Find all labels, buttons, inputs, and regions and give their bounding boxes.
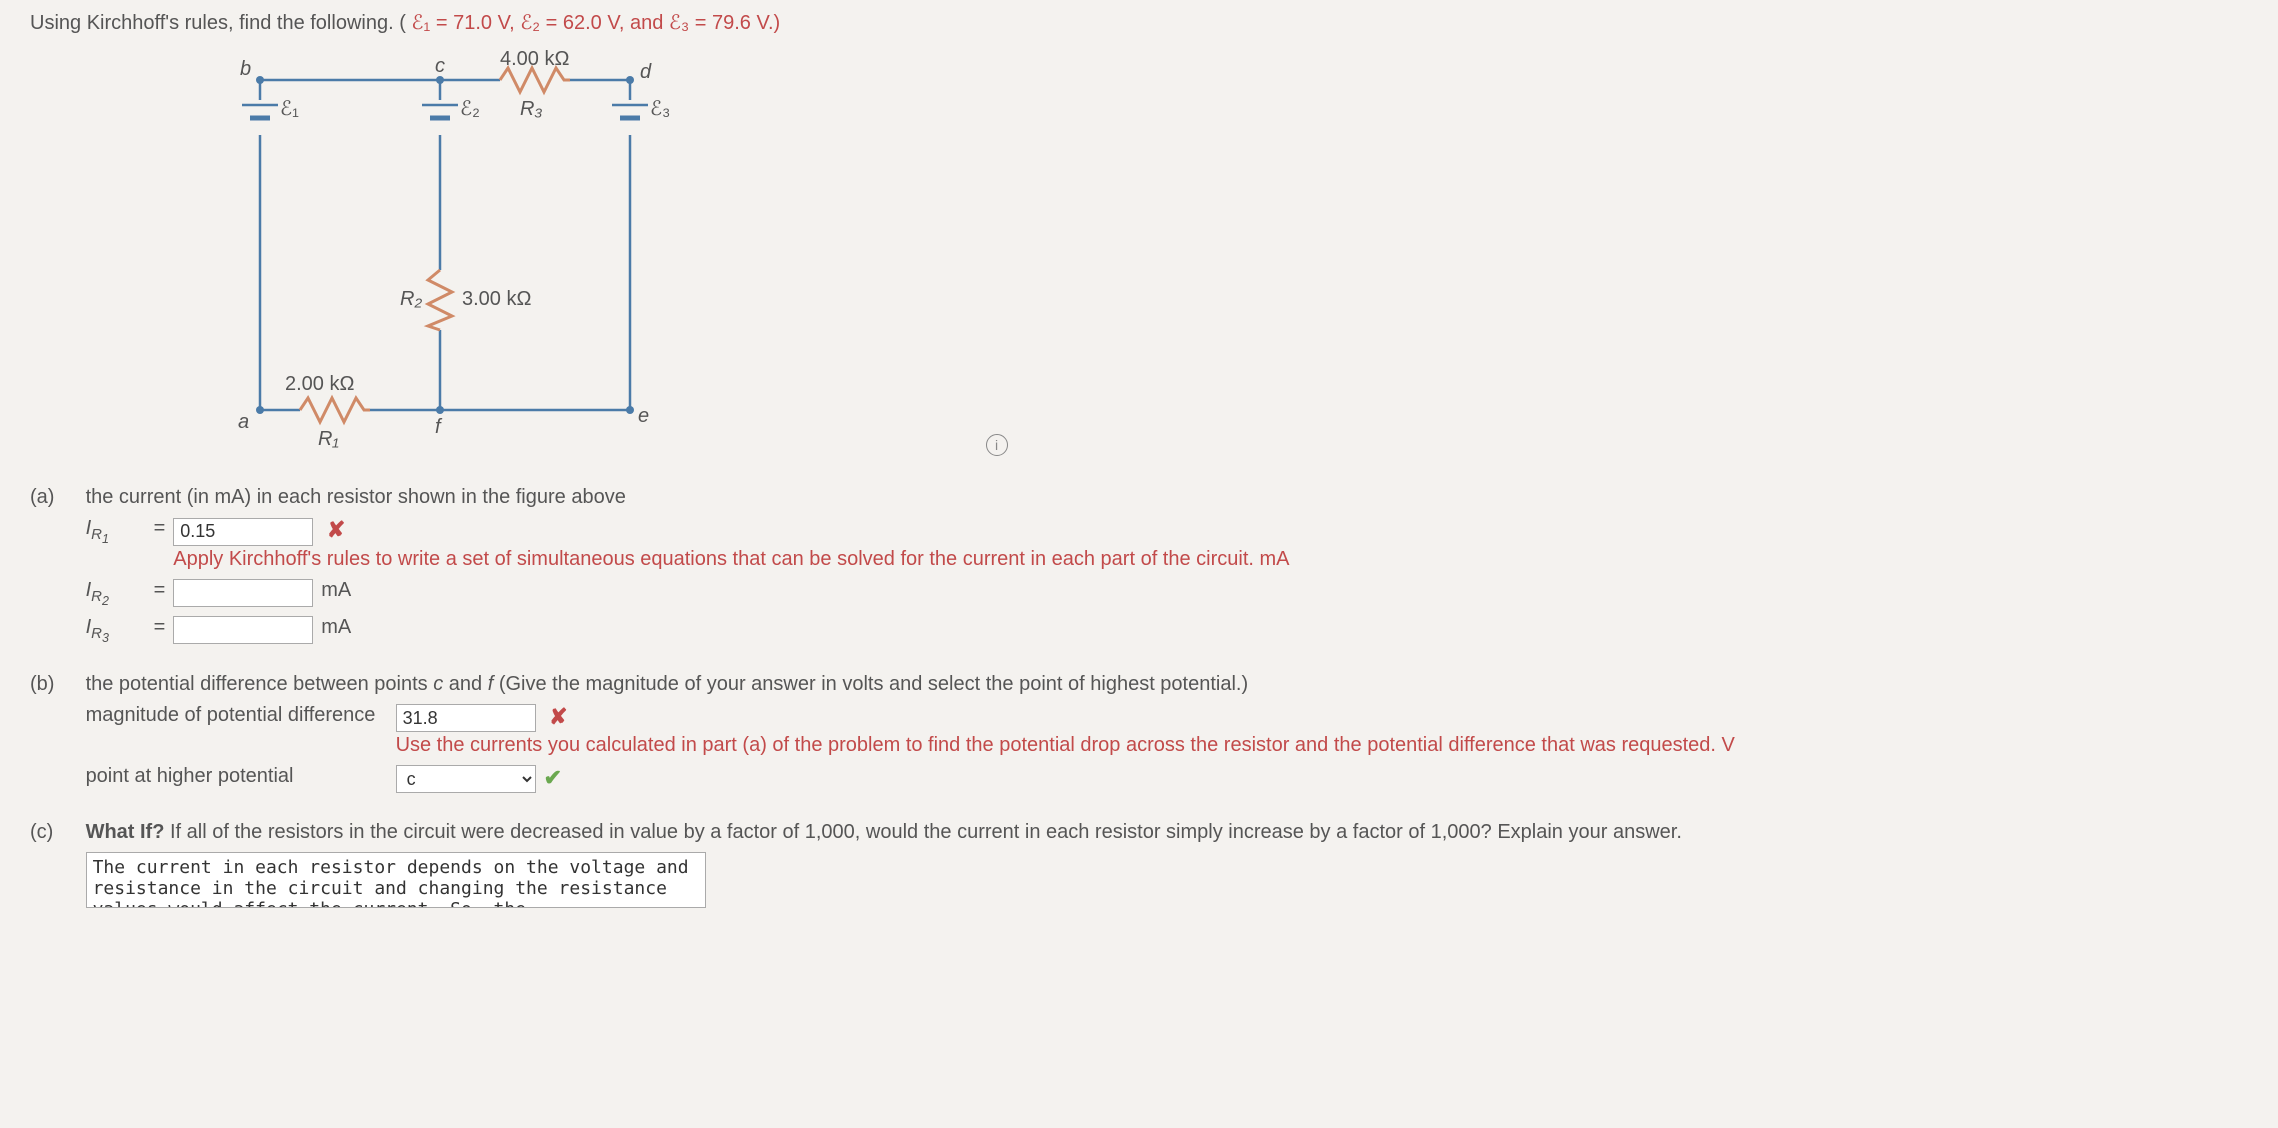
node-a: a <box>238 411 249 433</box>
svg-text:R₃: R₃ <box>520 98 542 120</box>
answer-row-r3: IR3 = mA <box>86 616 2234 645</box>
svg-text:2.00 kΩ: 2.00 kΩ <box>285 373 354 395</box>
ir2-input[interactable] <box>173 579 313 607</box>
wrong-icon: ✘ <box>327 517 345 542</box>
part-b-label: (b) <box>30 673 80 696</box>
part-a-label: (a) <box>30 486 80 509</box>
ir3-input[interactable] <box>173 616 313 644</box>
node-c: c <box>435 55 445 77</box>
magnitude-row: magnitude of potential difference ✘ Use … <box>86 704 2234 758</box>
point-select[interactable]: c <box>396 765 536 793</box>
ir1-hint: Apply Kirchhoff's rules to write a set o… <box>173 548 1289 571</box>
node-e: e <box>638 405 649 427</box>
ir2-unit: mA <box>321 579 351 602</box>
part-a-prompt: the current (in mA) in each resistor sho… <box>86 486 2234 509</box>
svg-text:R₁: R₁ <box>318 428 339 450</box>
e1-val: = 71.0 V, <box>436 12 520 34</box>
info-icon[interactable]: i <box>986 434 1008 456</box>
essay-textarea[interactable] <box>86 852 706 908</box>
intro-text: Using Kirchhoff's rules, find the follow… <box>30 12 406 34</box>
magnitude-hint: Use the currents you calculated in part … <box>396 734 1735 757</box>
e1-label: ℰ₁ <box>411 12 430 34</box>
correct-icon: ✔ <box>544 765 562 791</box>
svg-text:ℰ₂: ℰ₂ <box>460 98 480 120</box>
node-d: d <box>640 61 652 83</box>
magnitude-input[interactable] <box>396 704 536 732</box>
circuit-diagram: b c d a f e ℰ₁ ℰ₂ ℰ₃ R₂ R₃ R₁ 4.00 kΩ 3.… <box>200 50 2248 456</box>
svg-text:3.00 kΩ: 3.00 kΩ <box>462 288 531 310</box>
e3-label: ℰ₃ <box>669 12 689 34</box>
equals-sign: = <box>154 517 166 540</box>
part-a: (a) the current (in mA) in each resistor… <box>30 486 2248 653</box>
ir1-label: IR1 <box>86 517 146 546</box>
e2-val: = 62.0 V, and <box>546 12 669 34</box>
svg-text:R₂: R₂ <box>400 288 422 310</box>
part-b-prompt: the potential difference between points … <box>86 673 2234 696</box>
part-b: (b) the potential difference between poi… <box>30 673 2248 802</box>
wrong-icon: ✘ <box>549 704 567 729</box>
ir3-label: IR3 <box>86 616 146 645</box>
node-f: f <box>435 416 443 438</box>
ir2-label: IR2 <box>86 579 146 608</box>
point-row: point at higher potential c ✔ <box>86 765 2234 793</box>
part-c-label: (c) <box>30 821 80 844</box>
ir3-unit: mA <box>321 616 351 639</box>
e2-label: ℰ₂ <box>520 12 540 34</box>
e3-val: = 79.6 V.) <box>695 12 780 34</box>
part-c-prompt: What If? If all of the resistors in the … <box>86 821 2234 844</box>
answer-row-r1: IR1 = ✘ Apply Kirchhoff's rules to write… <box>86 517 2234 571</box>
magnitude-label: magnitude of potential difference <box>86 704 396 727</box>
svg-text:4.00 kΩ: 4.00 kΩ <box>500 50 569 70</box>
answer-row-r2: IR2 = mA <box>86 579 2234 608</box>
part-c: (c) What If? If all of the resistors in … <box>30 821 2248 914</box>
ir1-input[interactable] <box>173 518 313 546</box>
node-b: b <box>240 58 251 80</box>
point-label: point at higher potential <box>86 765 396 788</box>
svg-text:ℰ₁: ℰ₁ <box>280 98 299 120</box>
svg-text:ℰ₃: ℰ₃ <box>650 98 670 120</box>
question-intro: Using Kirchhoff's rules, find the follow… <box>30 10 2248 35</box>
